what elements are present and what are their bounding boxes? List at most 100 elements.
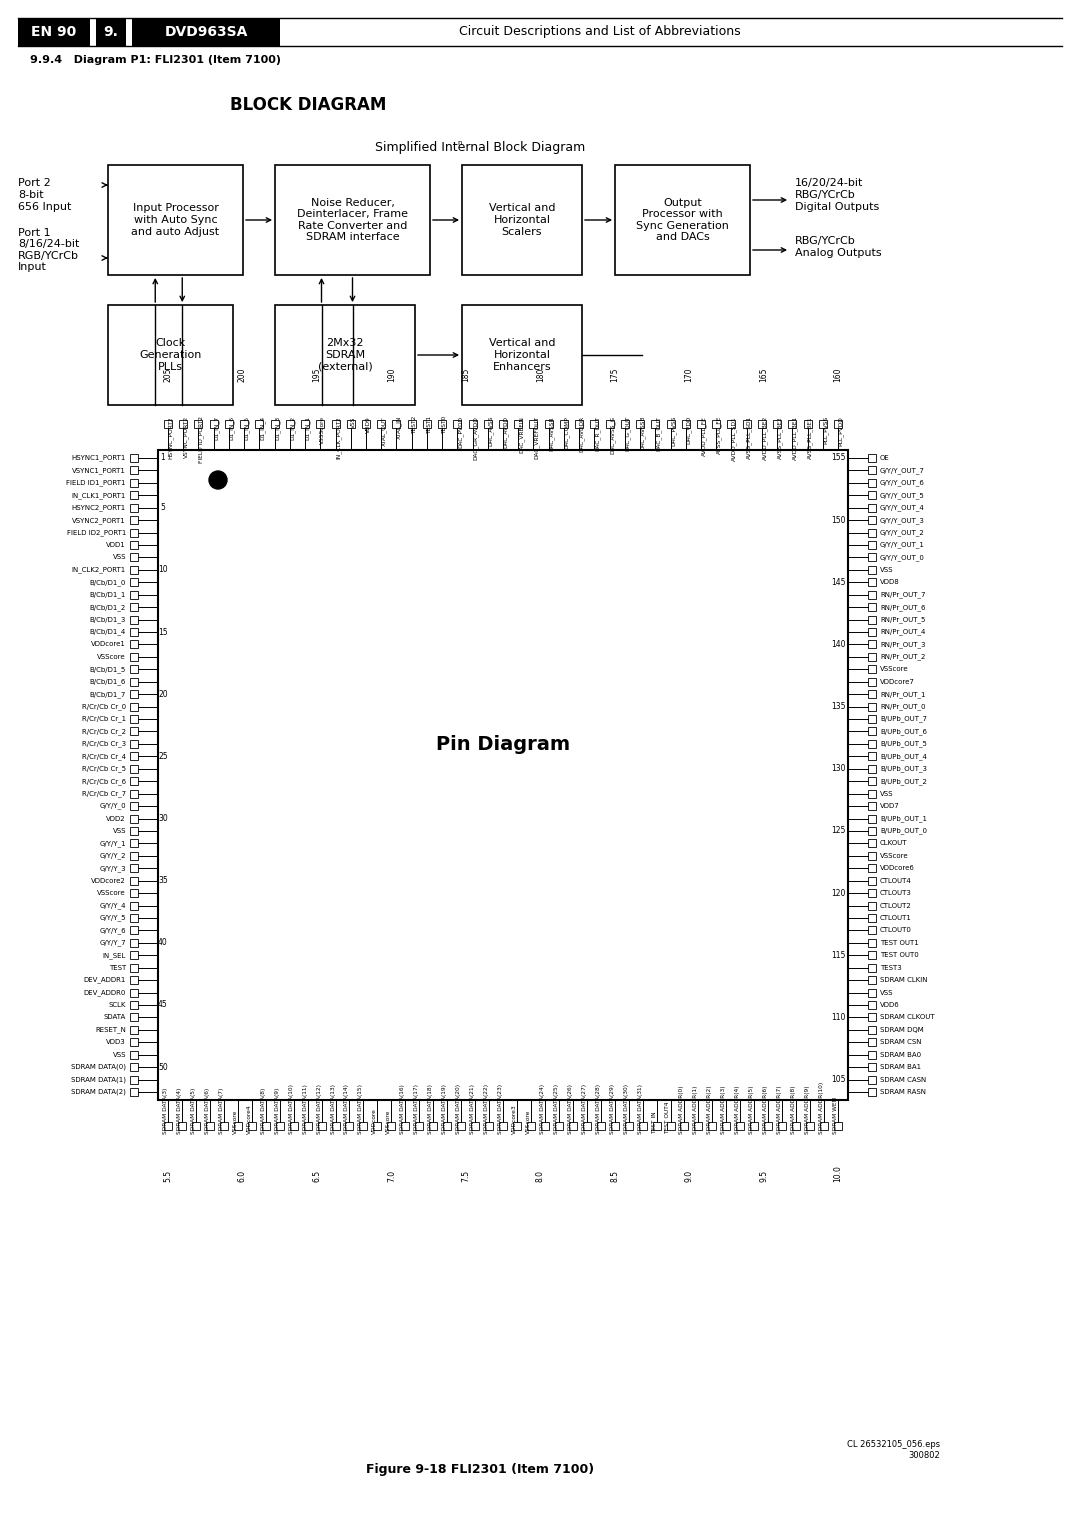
Text: G/Y/Y_OUT_2: G/Y/Y_OUT_2 bbox=[880, 529, 924, 536]
Text: DAC_AVDDR: DAC_AVDDR bbox=[579, 416, 585, 452]
Text: 40: 40 bbox=[158, 938, 167, 947]
Text: SDRAM WEN: SDRAM WEN bbox=[833, 1097, 838, 1134]
Bar bbox=[130, 616, 138, 623]
Text: AVSS_PLL_BE1: AVSS_PLL_BE1 bbox=[808, 416, 813, 458]
Bar bbox=[469, 420, 476, 428]
Bar bbox=[868, 740, 876, 747]
Text: IN_CLK2_PORT1: IN_CLK2_PORT1 bbox=[71, 567, 126, 573]
Bar bbox=[868, 778, 876, 785]
Text: Output
Processor with
Sync Generation
and DACs: Output Processor with Sync Generation an… bbox=[636, 197, 729, 243]
Text: R/Cr/Cb Cr_2: R/Cr/Cb Cr_2 bbox=[82, 729, 126, 735]
Text: SDRAM DATA(22): SDRAM DATA(22) bbox=[484, 1083, 489, 1134]
Bar bbox=[130, 678, 138, 686]
Text: 190: 190 bbox=[387, 368, 396, 382]
Text: 8.0: 8.0 bbox=[536, 1170, 544, 1183]
Bar bbox=[275, 1122, 284, 1131]
Bar bbox=[708, 1122, 716, 1131]
Text: TEST OUT1: TEST OUT1 bbox=[880, 940, 919, 946]
Bar bbox=[130, 766, 138, 773]
Text: SDRAM BA1: SDRAM BA1 bbox=[880, 1063, 921, 1070]
Text: 10: 10 bbox=[158, 565, 167, 575]
Text: R/Cr/Cb Cr_4: R/Cr/Cb Cr_4 bbox=[82, 753, 126, 759]
Bar bbox=[723, 1122, 730, 1131]
Text: VDD9: VDD9 bbox=[366, 416, 370, 432]
Bar bbox=[130, 640, 138, 648]
Text: CLKOUT: CLKOUT bbox=[880, 840, 907, 847]
Bar bbox=[392, 420, 401, 428]
Text: DAC_VREFOUT: DAC_VREFOUT bbox=[534, 416, 539, 458]
Text: B/UPb_OUT_7: B/UPb_OUT_7 bbox=[880, 715, 927, 723]
Bar bbox=[868, 578, 876, 587]
Bar bbox=[638, 1122, 647, 1131]
Text: AVDD_PLL_SD1: AVDD_PLL_SD1 bbox=[731, 416, 737, 460]
Bar bbox=[194, 420, 202, 428]
Text: 16/20/24-bit
RBG/YCrCb
Digital Outputs: 16/20/24-bit RBG/YCrCb Digital Outputs bbox=[795, 179, 879, 211]
Text: VDD6: VDD6 bbox=[880, 1002, 900, 1008]
Bar bbox=[130, 1001, 138, 1008]
Text: G/Y/Y_OUT_6: G/Y/Y_OUT_6 bbox=[880, 480, 924, 486]
Bar bbox=[362, 420, 370, 428]
Bar bbox=[868, 938, 876, 947]
Bar bbox=[132, 18, 280, 46]
Text: SDRAM ADDR(9): SDRAM ADDR(9) bbox=[805, 1085, 810, 1134]
Text: TEST: TEST bbox=[109, 964, 126, 970]
Bar bbox=[583, 1122, 591, 1131]
Bar bbox=[868, 529, 876, 536]
Text: VDD2: VDD2 bbox=[106, 816, 126, 822]
Text: DAC_VREFIN: DAC_VREFIN bbox=[518, 416, 524, 452]
Text: RBG/YCrCb
Analog Outputs: RBG/YCrCb Analog Outputs bbox=[795, 237, 881, 258]
Text: D1_IN_4: D1_IN_4 bbox=[259, 416, 265, 440]
Text: VSS: VSS bbox=[112, 1051, 126, 1057]
Text: SDRAM DATA(30): SDRAM DATA(30) bbox=[623, 1083, 629, 1134]
Bar bbox=[130, 740, 138, 747]
Bar bbox=[868, 1088, 876, 1096]
Bar bbox=[130, 691, 138, 698]
Text: B/Cb/D1_3: B/Cb/D1_3 bbox=[90, 616, 126, 623]
Text: R/Cr/Cb Cr_5: R/Cr/Cb Cr_5 bbox=[82, 766, 126, 772]
Text: B/Cb/D1_2: B/Cb/D1_2 bbox=[90, 604, 126, 611]
Text: 8.5: 8.5 bbox=[610, 1170, 619, 1183]
Bar bbox=[130, 652, 138, 662]
Text: SDRAM CSN: SDRAM CSN bbox=[880, 1039, 921, 1045]
Bar bbox=[868, 814, 876, 822]
Bar bbox=[303, 1122, 312, 1131]
Text: SDRAM DATA(19): SDRAM DATA(19) bbox=[442, 1083, 447, 1134]
Bar bbox=[868, 877, 876, 885]
Text: Port 1
8/16/24-bit
RGB/YCrCb
Input: Port 1 8/16/24-bit RGB/YCrCb Input bbox=[18, 228, 79, 272]
Bar bbox=[108, 165, 243, 275]
Bar bbox=[868, 976, 876, 984]
Bar bbox=[868, 591, 876, 599]
Text: R/Cr/Cb Cr_6: R/Cr/Cb Cr_6 bbox=[82, 778, 126, 784]
Bar bbox=[360, 1122, 367, 1131]
Text: TEST2: TEST2 bbox=[411, 416, 417, 434]
Text: VSS: VSS bbox=[880, 990, 893, 996]
Bar bbox=[130, 516, 138, 524]
Text: SDRAM ADDR(5): SDRAM ADDR(5) bbox=[750, 1085, 754, 1134]
Text: SDRAM DATA(13): SDRAM DATA(13) bbox=[330, 1083, 336, 1134]
Bar bbox=[130, 1076, 138, 1083]
Text: SDRAM DATA(5): SDRAM DATA(5) bbox=[191, 1088, 195, 1134]
Text: B/UPb_OUT_4: B/UPb_OUT_4 bbox=[880, 753, 927, 759]
Text: VDDcore6: VDDcore6 bbox=[880, 865, 915, 871]
Text: VDD8: VDD8 bbox=[880, 579, 900, 585]
Bar bbox=[569, 1122, 577, 1131]
Bar bbox=[514, 420, 523, 428]
Text: PLL_PVSS: PLL_PVSS bbox=[823, 416, 828, 445]
Bar bbox=[377, 420, 386, 428]
Bar bbox=[868, 752, 876, 761]
Bar bbox=[868, 802, 876, 810]
Bar bbox=[636, 420, 644, 428]
Text: Clock
Generation
PLLs: Clock Generation PLLs bbox=[139, 338, 202, 371]
Text: 135: 135 bbox=[832, 703, 846, 711]
Bar bbox=[407, 420, 416, 428]
Text: SDRAM DATA(11): SDRAM DATA(11) bbox=[302, 1085, 308, 1134]
Bar bbox=[868, 1025, 876, 1034]
Text: RN/Pr_OUT_4: RN/Pr_OUT_4 bbox=[880, 628, 926, 636]
Text: TEST3: TEST3 bbox=[880, 964, 902, 970]
Text: TEST OUT0: TEST OUT0 bbox=[880, 952, 919, 958]
Bar bbox=[868, 565, 876, 575]
Text: B/UPb_OUT_1: B/UPb_OUT_1 bbox=[880, 814, 927, 822]
Text: PLL_PVDD: PLL_PVDD bbox=[838, 416, 843, 446]
Bar bbox=[275, 306, 415, 405]
Text: 10.0: 10.0 bbox=[834, 1166, 842, 1183]
